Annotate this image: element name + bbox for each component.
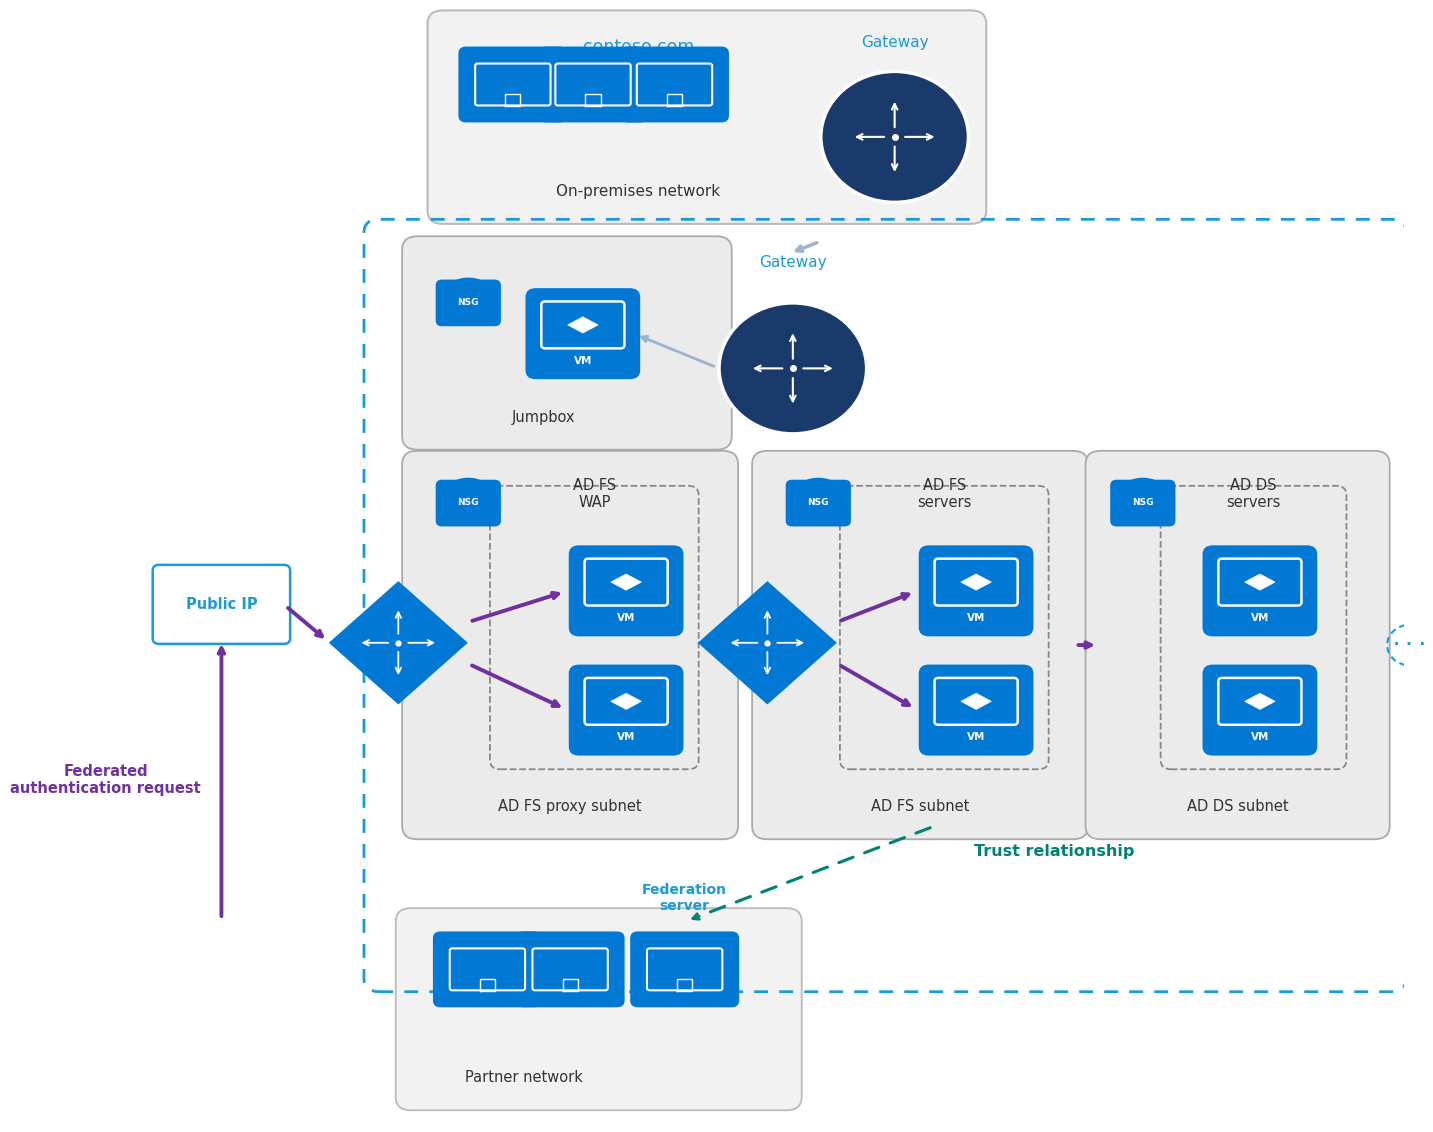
- FancyBboxPatch shape: [436, 480, 502, 526]
- FancyBboxPatch shape: [569, 664, 684, 755]
- FancyBboxPatch shape: [403, 451, 738, 839]
- Polygon shape: [328, 581, 467, 704]
- FancyBboxPatch shape: [476, 63, 550, 105]
- FancyBboxPatch shape: [1086, 451, 1390, 839]
- Text: VM: VM: [573, 355, 592, 366]
- Polygon shape: [1245, 693, 1275, 710]
- Text: VM: VM: [1251, 612, 1270, 623]
- Text: contoso.com: contoso.com: [583, 37, 694, 55]
- Text: VM: VM: [1251, 732, 1270, 743]
- Polygon shape: [1245, 574, 1275, 590]
- Text: Jumpbox: Jumpbox: [512, 410, 575, 424]
- Text: NSG: NSG: [457, 298, 479, 307]
- FancyBboxPatch shape: [542, 301, 625, 349]
- Text: AD DS
servers: AD DS servers: [1227, 478, 1281, 511]
- Polygon shape: [962, 693, 992, 710]
- Polygon shape: [610, 574, 642, 590]
- FancyBboxPatch shape: [646, 949, 722, 990]
- FancyBboxPatch shape: [1202, 546, 1317, 636]
- FancyBboxPatch shape: [585, 559, 668, 606]
- Polygon shape: [698, 581, 837, 704]
- FancyBboxPatch shape: [1202, 664, 1317, 755]
- FancyBboxPatch shape: [585, 678, 668, 724]
- Text: AD FS
WAP: AD FS WAP: [573, 478, 616, 511]
- Polygon shape: [610, 693, 642, 710]
- Circle shape: [821, 71, 969, 203]
- Text: Partner network: Partner network: [464, 1071, 583, 1086]
- FancyBboxPatch shape: [1111, 480, 1175, 526]
- Text: VM: VM: [967, 732, 986, 743]
- FancyBboxPatch shape: [1218, 678, 1301, 724]
- Text: NSG: NSG: [1132, 498, 1154, 507]
- Text: Federation
server: Federation server: [642, 883, 727, 914]
- FancyBboxPatch shape: [1218, 559, 1301, 606]
- Text: ···: ···: [1390, 635, 1430, 655]
- FancyBboxPatch shape: [396, 908, 801, 1110]
- Circle shape: [719, 303, 867, 434]
- Text: VM: VM: [618, 612, 635, 623]
- FancyBboxPatch shape: [427, 10, 986, 224]
- Text: AD DS subnet: AD DS subnet: [1187, 799, 1288, 814]
- Text: NSG: NSG: [808, 498, 830, 507]
- FancyBboxPatch shape: [556, 63, 631, 105]
- FancyBboxPatch shape: [934, 559, 1017, 606]
- Text: Trust relationship: Trust relationship: [973, 843, 1134, 859]
- FancyBboxPatch shape: [450, 949, 524, 990]
- FancyBboxPatch shape: [459, 46, 567, 122]
- FancyBboxPatch shape: [752, 451, 1088, 839]
- FancyBboxPatch shape: [919, 664, 1033, 755]
- FancyBboxPatch shape: [516, 932, 625, 1007]
- FancyBboxPatch shape: [526, 289, 641, 379]
- FancyBboxPatch shape: [636, 63, 712, 105]
- FancyBboxPatch shape: [569, 546, 684, 636]
- Text: AD FS proxy subnet: AD FS proxy subnet: [499, 799, 642, 814]
- Text: VM: VM: [967, 612, 986, 623]
- FancyBboxPatch shape: [533, 949, 608, 990]
- Text: Public IP: Public IP: [186, 597, 258, 612]
- FancyBboxPatch shape: [785, 480, 851, 526]
- FancyBboxPatch shape: [436, 280, 502, 326]
- Text: NSG: NSG: [457, 498, 479, 507]
- FancyBboxPatch shape: [403, 237, 732, 449]
- Text: Federated
authentication request: Federated authentication request: [10, 764, 201, 796]
- Text: VM: VM: [618, 732, 635, 743]
- Text: Gateway: Gateway: [861, 35, 929, 50]
- FancyBboxPatch shape: [433, 932, 542, 1007]
- Text: AD FS subnet: AD FS subnet: [871, 799, 969, 814]
- FancyBboxPatch shape: [620, 46, 729, 122]
- FancyBboxPatch shape: [919, 546, 1033, 636]
- FancyBboxPatch shape: [539, 46, 648, 122]
- Text: AD FS
servers: AD FS servers: [917, 478, 972, 511]
- FancyBboxPatch shape: [631, 932, 739, 1007]
- Polygon shape: [567, 317, 598, 333]
- FancyBboxPatch shape: [153, 565, 289, 644]
- FancyBboxPatch shape: [934, 678, 1017, 724]
- Text: On-premises network: On-premises network: [556, 185, 721, 199]
- Polygon shape: [962, 574, 992, 590]
- Text: Gateway: Gateway: [759, 256, 827, 271]
